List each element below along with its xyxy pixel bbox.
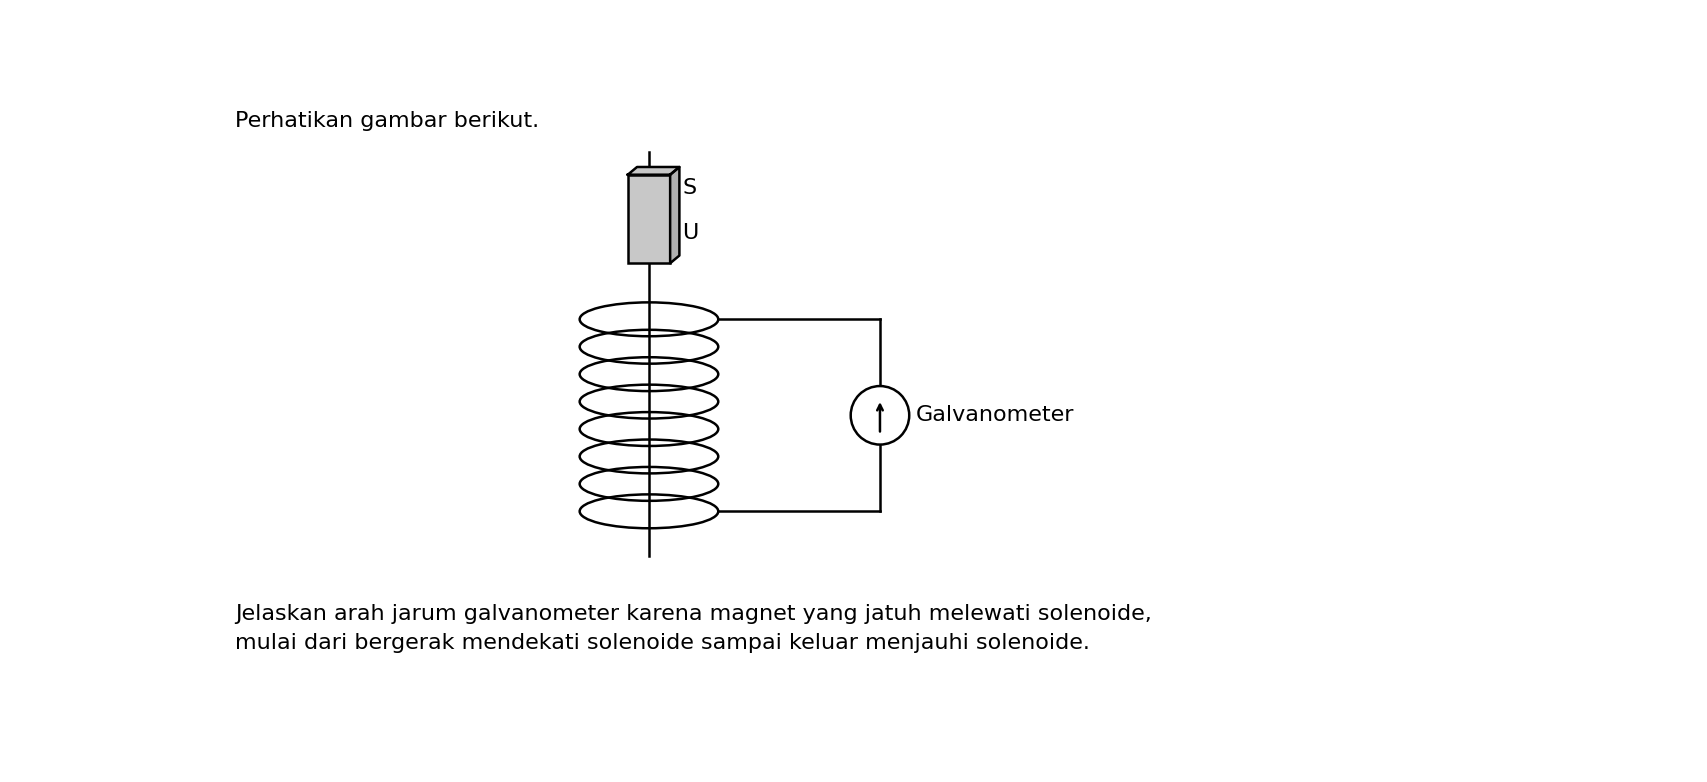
Text: Galvanometer: Galvanometer: [915, 405, 1074, 425]
Text: S: S: [683, 178, 696, 198]
Text: U: U: [683, 224, 698, 243]
Polygon shape: [669, 167, 679, 264]
Bar: [628, 174, 669, 264]
Circle shape: [850, 386, 908, 445]
Text: Jelaskan arah jarum galvanometer karena magnet yang jatuh melewati solenoide,: Jelaskan arah jarum galvanometer karena …: [234, 604, 1151, 623]
Text: mulai dari bergerak mendekati solenoide sampai keluar menjauhi solenoide.: mulai dari bergerak mendekati solenoide …: [234, 633, 1089, 653]
Polygon shape: [628, 167, 679, 174]
Text: Perhatikan gambar berikut.: Perhatikan gambar berikut.: [234, 111, 538, 131]
